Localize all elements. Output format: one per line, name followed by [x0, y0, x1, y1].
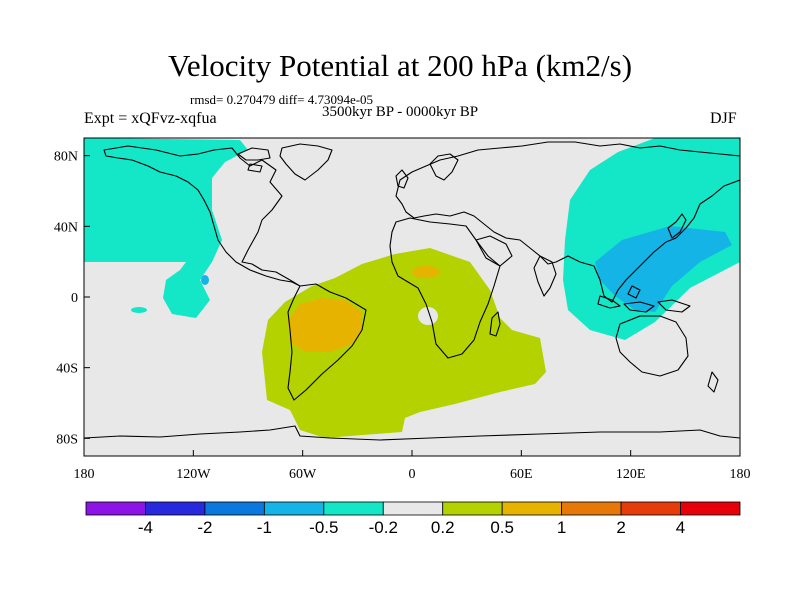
- coastline-antarctica: [84, 425, 740, 441]
- colorbar-box: [442, 501, 503, 516]
- lon-tick-label: 120W: [176, 467, 211, 482]
- coastline-indonesia: [597, 285, 691, 313]
- colorbar-box: [620, 501, 681, 516]
- lon-tick-label: 180: [730, 467, 751, 482]
- lat-tick-label: 0: [71, 291, 78, 306]
- colorbar-label: -4: [137, 518, 154, 537]
- colorbar-box: [680, 501, 741, 516]
- coastline-africa: [389, 217, 501, 359]
- colorbar-label: -2: [197, 518, 213, 537]
- longitude-axis: 180 120W 60W 0 60E 120E 180: [74, 450, 751, 482]
- lon-tick-label: 180: [74, 467, 95, 482]
- lon-tick-label: 60W: [289, 467, 317, 482]
- lat-tick-label: 80N: [54, 150, 78, 165]
- lat-tick-label: 40S: [56, 362, 78, 377]
- coastline-scandinavia: [429, 153, 459, 181]
- coastline-greenland: [279, 143, 333, 181]
- coastline-new-zealand: [707, 371, 719, 393]
- coastline-arabia: [475, 235, 513, 267]
- colorbar-label: -0.2: [368, 518, 398, 537]
- period-label: 3500kyr BP - 0000kyr BP: [322, 104, 479, 120]
- colorbar-box: [204, 501, 265, 516]
- contour-negative-pacific-west: [84, 138, 248, 318]
- latitude-axis: 80N 40N 0 40S 80S: [54, 150, 90, 447]
- contour-positive-atlantic: [262, 248, 546, 438]
- coastline-australia: [615, 315, 689, 377]
- contour-negative-mid-cell: [201, 275, 209, 285]
- colorbar-box: [501, 501, 563, 516]
- lat-tick-label: 40N: [54, 220, 78, 235]
- coastline-arctic-islands: [237, 147, 271, 173]
- lat-tick-label: 80S: [56, 432, 78, 447]
- colorbar-label: 2: [616, 518, 626, 537]
- coastlines: [84, 141, 740, 441]
- coastline-britain: [395, 169, 409, 189]
- coastline-south-america: [287, 283, 367, 401]
- contour-positive-africa-core: [412, 266, 440, 278]
- coastline-japan: [667, 213, 687, 239]
- colorbar-label: -1: [256, 518, 272, 537]
- colorbar-box: [561, 501, 622, 516]
- contour-fields: [84, 138, 740, 438]
- coastline-india: [533, 255, 557, 297]
- contour-zero-hole: [418, 307, 438, 325]
- coastline-north-america: [103, 145, 301, 287]
- colorbar-label: 4: [675, 518, 686, 537]
- experiment-label: Expt = xQFvz-xqfua: [84, 110, 217, 127]
- colorbar-label: -0.5: [309, 518, 339, 537]
- rmsd-stats: rmsd= 0.270479 diff= 4.73094e-05: [190, 92, 374, 107]
- contour-positive-south-america-core: [288, 298, 362, 352]
- chart-title: Velocity Potential at 200 hPa (km2/s): [167, 48, 633, 83]
- colorbar-box: [382, 501, 444, 516]
- colorbar-label: 0.5: [490, 518, 514, 537]
- colorbar-box: [85, 501, 146, 516]
- colorbar-label: 1: [556, 518, 567, 537]
- coastline-eurasia: [395, 141, 740, 303]
- contour-negative-small-cell: [131, 307, 147, 313]
- colorbar-box: [145, 501, 206, 516]
- colorbar-box: [263, 501, 325, 516]
- coastline-madagascar: [489, 311, 501, 337]
- lon-tick-label: 120E: [616, 467, 646, 482]
- colorbar-boxes: [85, 501, 741, 516]
- season-label: DJF: [710, 110, 737, 127]
- colorbar-label: 0.2: [430, 518, 455, 537]
- lon-tick-label: 0: [409, 467, 416, 482]
- lon-tick-label: 60E: [510, 467, 533, 482]
- colorbar-box: [323, 501, 384, 516]
